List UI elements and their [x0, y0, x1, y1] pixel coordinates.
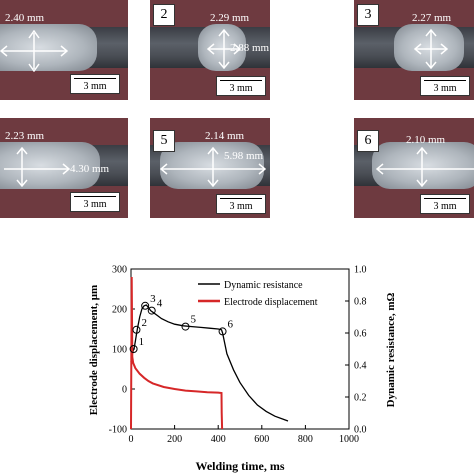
- scale-bar: 3 mm: [420, 76, 470, 96]
- length-label: 4.30 mm: [70, 163, 110, 175]
- scale-bar: 3 mm: [216, 76, 266, 96]
- y-axis-left-label: Electrode displacement, μm: [88, 285, 100, 415]
- stage-marker-label-6: 6: [228, 318, 234, 330]
- stage-marker-5: [181, 322, 190, 331]
- width-label: 2.27 mm: [412, 12, 452, 24]
- scale-bar: 3 mm: [420, 194, 470, 214]
- length-arrow: [0, 45, 68, 57]
- x-axis-label: Welding time, ms: [196, 459, 285, 473]
- cross-arrow: [414, 29, 448, 69]
- stage-marker-3: [141, 301, 150, 310]
- x-tick-label: 400: [211, 434, 226, 445]
- width-label: 2.14 mm: [205, 130, 245, 142]
- y-left-tick-label: 200: [112, 305, 127, 316]
- micrograph-panel-5: 5 2.14 mm 5.98 mm 3 mm: [150, 118, 270, 218]
- dynamic-resistance-line: [130, 304, 289, 422]
- stage-marker-label-1: 1: [139, 336, 145, 348]
- panel-number: 2: [153, 4, 175, 26]
- y-axis-right-label: Dynamic resistance, mΩ: [385, 293, 397, 408]
- scale-bar: 3 mm: [70, 74, 120, 94]
- micrograph-panel-2: 2 2.29 mm 2.88 mm 3 mm: [150, 0, 270, 100]
- y-right-tick-label: 0.8: [354, 297, 367, 308]
- width-label: 2.10 mm: [406, 134, 446, 146]
- length-label: 2.88 mm: [230, 42, 270, 54]
- cross-arrow: [376, 147, 474, 187]
- stage-marker-4: [147, 306, 156, 315]
- cross-arrow: [207, 29, 241, 69]
- legend-label-electrode-displacement: Electrode displacement: [224, 297, 318, 308]
- stage-marker-label-5: 5: [191, 314, 197, 326]
- scale-bar: 3 mm: [70, 192, 120, 212]
- x-tick-label: 600: [254, 434, 269, 445]
- stage-marker-1: [129, 345, 138, 353]
- electrode-displacement-line: [130, 276, 224, 430]
- width-label: 2.40 mm: [5, 12, 45, 24]
- stage-marker-label-4: 4: [157, 298, 163, 310]
- stage-marker-label-3: 3: [150, 293, 156, 305]
- cross-arrow: [4, 147, 71, 187]
- y-right-tick-label: 0.2: [354, 393, 367, 404]
- y-right-tick-label: 0.4: [354, 361, 367, 372]
- y-left-tick-label: -100: [109, 425, 127, 436]
- x-tick-label: 0: [129, 434, 134, 445]
- micrograph-panel-3: 3 2.27 mm 3 mm: [354, 0, 474, 100]
- y-left-tick-label: 0: [122, 385, 127, 396]
- micrograph-panel-6: 6 2.10 mm 3 mm: [354, 118, 474, 218]
- width-label: 2.23 mm: [5, 130, 45, 142]
- micrograph-panel-1: 2.40 mm 3 mm: [0, 0, 128, 100]
- weld-nugget: [0, 24, 97, 71]
- y-left-tick-label: 300: [112, 265, 127, 276]
- width-label: 2.29 mm: [210, 12, 250, 24]
- weld-nugget: [0, 142, 100, 189]
- y-right-tick-label: 0.0: [354, 425, 367, 436]
- x-tick-label: 1000: [339, 434, 359, 445]
- panel-number: 3: [357, 4, 379, 26]
- stage-marker-label-2: 2: [141, 317, 147, 329]
- y-right-tick-label: 0.6: [354, 329, 367, 340]
- y-left-tick-label: 100: [112, 345, 127, 356]
- x-tick-label: 200: [167, 434, 182, 445]
- scale-bar: 3 mm: [216, 194, 266, 214]
- y-right-tick-label: 1.0: [354, 265, 367, 276]
- dual-axis-line-chart: 0 200 400 600 800 1000-10001002003000.00.20.4…: [88, 265, 397, 474]
- panel-number: 6: [357, 130, 379, 152]
- x-tick-label: 800: [298, 434, 313, 445]
- length-label: 5.98 mm: [224, 150, 264, 162]
- panel-number: 5: [153, 130, 175, 152]
- micrograph-panel-4: 2.23 mm 4.30 mm 3 mm: [0, 118, 128, 218]
- stage-marker-2: [132, 325, 141, 334]
- plot-frame: [130, 268, 350, 430]
- legend-label-dynamic-resistance: Dynamic resistance: [224, 280, 303, 291]
- legend: Dynamic resistance Electrode displacemen…: [198, 280, 318, 308]
- cross-arrow: [160, 147, 266, 187]
- stage-marker-6: [218, 327, 227, 336]
